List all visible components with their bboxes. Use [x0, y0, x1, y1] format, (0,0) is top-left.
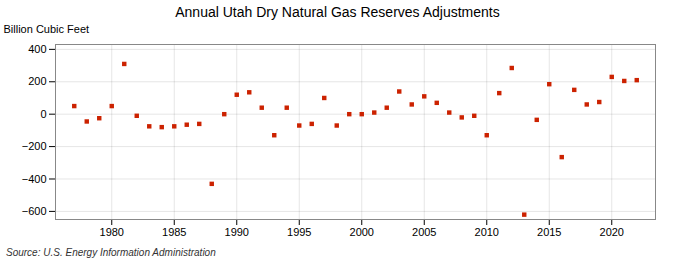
- svg-text:400: 400: [28, 43, 46, 55]
- svg-text:1995: 1995: [287, 226, 311, 238]
- svg-text:−400: −400: [22, 173, 47, 185]
- svg-text:1985: 1985: [162, 226, 186, 238]
- svg-text:200: 200: [28, 75, 46, 87]
- svg-text:Billion Cubic Feet: Billion Cubic Feet: [4, 23, 90, 35]
- svg-text:2010: 2010: [475, 226, 499, 238]
- svg-text:2000: 2000: [350, 226, 374, 238]
- svg-text:1980: 1980: [100, 226, 124, 238]
- html-text:Annual Utah Dry Natural Gas Re: Annual Utah Dry Natural Gas Reserves Adj…: [175, 4, 500, 20]
- svg-text:2015: 2015: [537, 226, 561, 238]
- svg-text:−600: −600: [22, 205, 47, 217]
- svg-text:1990: 1990: [225, 226, 249, 238]
- svg-text:2020: 2020: [600, 226, 624, 238]
- svg-text:−200: −200: [22, 140, 47, 152]
- svg-text:2005: 2005: [412, 226, 436, 238]
- html-text:Source: U.S. Energy Informatio: Source: U.S. Energy Information Administ…: [6, 247, 216, 258]
- svg-text:0: 0: [40, 108, 46, 120]
